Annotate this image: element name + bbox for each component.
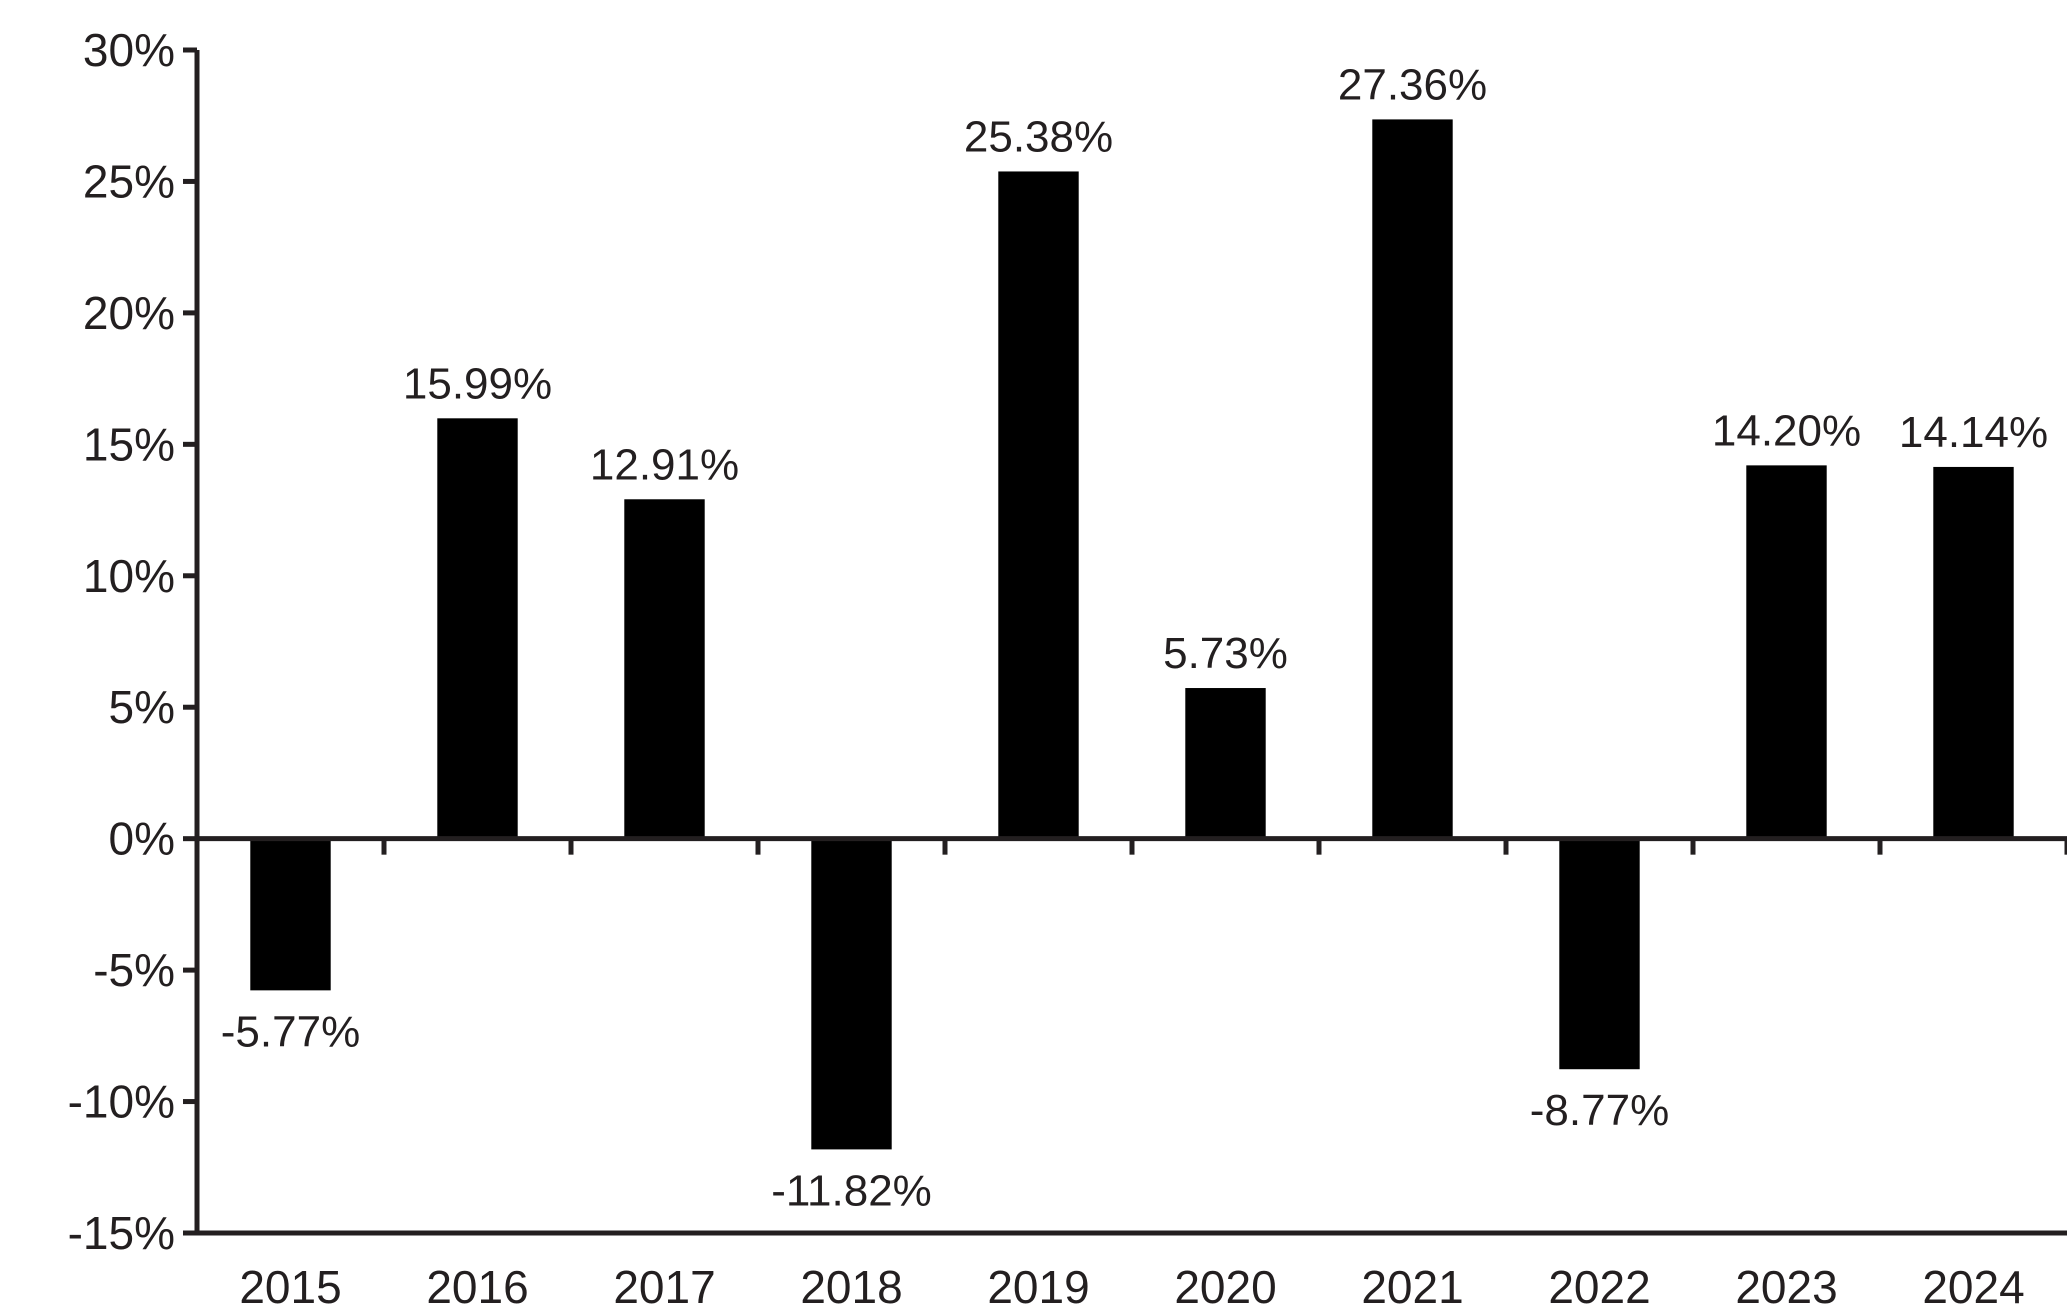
labels-layer: 30% 25% 20% 15% 10% 5% 0% -5% -10% -15% -5.77% 2015… xyxy=(68,24,2049,1308)
y-tick-label: 0% xyxy=(109,813,175,865)
x-tick-label: 2018 xyxy=(800,1261,902,1308)
bar-2023 xyxy=(1746,465,1827,839)
y-tick-label: 20% xyxy=(83,287,175,339)
y-tick-label: 10% xyxy=(83,550,175,602)
x-tick-label: 2019 xyxy=(987,1261,1089,1308)
axes-layer xyxy=(183,47,2067,1236)
y-tick-label: 25% xyxy=(83,155,175,207)
y-tick-label: -5% xyxy=(93,944,175,996)
y-tick-label: 30% xyxy=(83,24,175,76)
data-label-2015: -5.77% xyxy=(221,1007,360,1056)
bar-2019 xyxy=(998,171,1079,839)
data-label-2022: -8.77% xyxy=(1530,1086,1669,1135)
x-tick-label: 2024 xyxy=(1922,1261,2024,1308)
bar-2021 xyxy=(1372,119,1453,839)
x-tick-label: 2016 xyxy=(426,1261,528,1308)
x-tick-label: 2015 xyxy=(239,1261,341,1308)
data-label-2021: 27.36% xyxy=(1338,60,1487,109)
y-tick-label: 5% xyxy=(109,681,175,733)
data-label-2024: 14.14% xyxy=(1899,408,2048,457)
x-tick-label: 2017 xyxy=(613,1261,715,1308)
bar-2022 xyxy=(1559,838,1640,1070)
x-tick-label: 2020 xyxy=(1174,1261,1276,1308)
x-tick-label: 2021 xyxy=(1361,1261,1463,1308)
y-tick-label: 15% xyxy=(83,418,175,470)
bar-2015 xyxy=(250,838,331,991)
y-tick-label: -15% xyxy=(68,1207,175,1259)
data-label-2023: 14.20% xyxy=(1712,406,1861,455)
data-label-2017: 12.91% xyxy=(590,440,739,489)
data-label-2016: 15.99% xyxy=(403,359,552,408)
bar-2024 xyxy=(1933,466,2014,839)
bars-layer xyxy=(250,119,2014,1150)
bar-2018 xyxy=(811,838,892,1150)
x-tick-label: 2022 xyxy=(1548,1261,1650,1308)
y-tick-label: -10% xyxy=(68,1076,175,1128)
bar-2016 xyxy=(437,418,518,839)
bar-2020 xyxy=(1185,688,1266,839)
x-tick-label: 2023 xyxy=(1735,1261,1837,1308)
bar-2017 xyxy=(624,499,705,839)
data-label-2020: 5.73% xyxy=(1163,629,1288,678)
data-label-2019: 25.38% xyxy=(964,112,1113,161)
data-label-2018: -11.82% xyxy=(771,1166,932,1215)
